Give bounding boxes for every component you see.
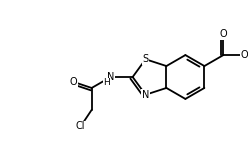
Text: Cl: Cl xyxy=(76,121,86,131)
Text: O: O xyxy=(240,50,248,60)
Text: N: N xyxy=(142,90,149,100)
Text: O: O xyxy=(69,77,77,87)
Text: N: N xyxy=(107,72,114,82)
Text: O: O xyxy=(219,29,227,39)
Text: S: S xyxy=(143,54,149,64)
Text: H: H xyxy=(103,79,110,87)
